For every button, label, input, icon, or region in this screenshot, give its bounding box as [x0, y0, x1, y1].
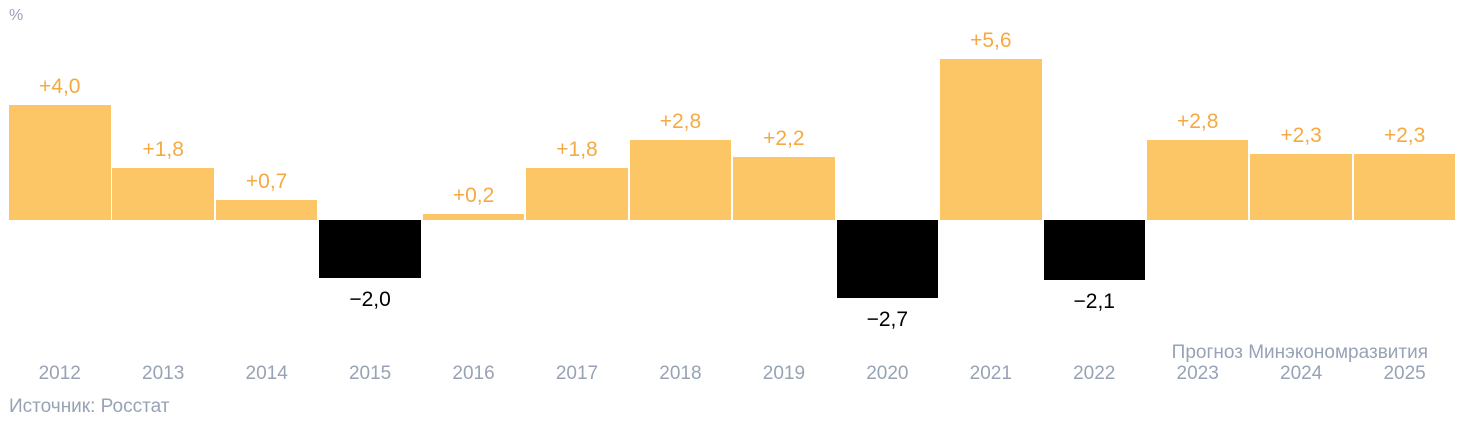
source-note: Источник: Росстат	[9, 396, 170, 417]
x-axis-label-2025: 2025	[1383, 363, 1426, 384]
x-axis-label-2013: 2013	[142, 363, 185, 384]
bar-value-label-2014: +0,7	[245, 169, 288, 193]
x-axis-label-2020: 2020	[866, 363, 909, 384]
x-axis-label-2024: 2024	[1280, 363, 1323, 384]
x-axis-label-2017: 2017	[555, 363, 599, 384]
bar-2013	[112, 168, 214, 220]
bar-value-label-2018: +2,8	[659, 109, 702, 133]
bar-2017	[526, 168, 628, 220]
x-axis-label-2012: 2012	[38, 363, 81, 384]
x-axis-label-2015: 2015	[348, 363, 392, 384]
x-axis-label-2023: 2023	[1176, 363, 1219, 384]
bar-2014	[215, 199, 318, 220]
y-axis-unit-label: %	[9, 7, 24, 24]
bar-2019	[733, 156, 835, 220]
x-axis-label-2016: 2016	[452, 363, 495, 384]
bar-value-label-2024: +2,3	[1280, 123, 1322, 147]
x-axis-label-2019: 2019	[762, 363, 806, 384]
x-axis-label-2022: 2022	[1073, 363, 1116, 384]
bar-2016	[422, 214, 525, 220]
bar-2012	[9, 105, 111, 220]
bar-value-label-2025: +2,3	[1383, 123, 1426, 147]
bar-2015	[319, 220, 421, 278]
x-axis-label-2018: 2018	[659, 363, 702, 384]
bar-value-label-2020: −2,7	[866, 307, 909, 331]
bar-2021	[940, 59, 1042, 220]
bar-value-label-2023: +2,8	[1176, 109, 1219, 133]
bar-value-label-2022: −2,1	[1073, 290, 1115, 314]
bar-value-label-2017: +1,8	[556, 138, 598, 162]
forecast-note: Прогноз Минэкономразвития	[1171, 342, 1428, 363]
x-axis-label-2021: 2021	[969, 363, 1012, 384]
bar-value-label-2015: −2,0	[349, 287, 391, 311]
x-axis-label-2014: 2014	[245, 363, 288, 384]
bar-2024	[1250, 153, 1352, 220]
bar-value-label-2021: +5,6	[970, 29, 1012, 52]
bar-2022	[1043, 220, 1145, 281]
bar-value-label-2016: +0,2	[452, 184, 495, 208]
bar-2018	[629, 139, 732, 220]
bar-2020	[836, 220, 939, 298]
bar-2023	[1146, 139, 1249, 220]
bar-value-label-2013: +1,8	[142, 138, 184, 162]
bar-value-label-2012: +4,0	[39, 75, 81, 98]
bar-value-label-2019: +2,2	[763, 126, 805, 150]
bar-2025	[1353, 153, 1456, 220]
